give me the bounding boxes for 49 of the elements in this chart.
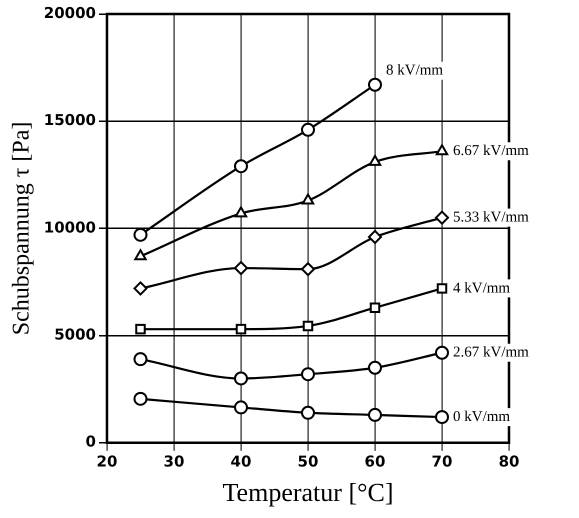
point xyxy=(236,324,246,334)
point xyxy=(234,371,248,386)
y-tick-label: 20000 xyxy=(44,4,96,22)
point xyxy=(368,78,382,92)
point xyxy=(135,324,146,334)
x-tick-label: 20 xyxy=(96,452,118,471)
series-label: 2.67 kV/mm xyxy=(452,344,530,361)
x-tick-label: 30 xyxy=(164,452,184,471)
point xyxy=(435,346,449,360)
x-tick-label: 70 xyxy=(432,452,452,471)
point xyxy=(370,302,380,313)
y-axis-title: Schubspannung τ [Pa] xyxy=(8,122,35,336)
y-tick-label: 15000 xyxy=(44,111,96,130)
point xyxy=(133,281,148,296)
point xyxy=(234,261,248,276)
x-tick-label: 40 xyxy=(230,452,252,471)
x-tick-label: 80 xyxy=(498,452,520,471)
point xyxy=(133,392,148,406)
y-tick-label: 0 xyxy=(86,432,96,451)
series-label: 6.67 kV/mm xyxy=(452,143,530,160)
y-tick-label: 5000 xyxy=(54,325,96,344)
y-tick-label: 10000 xyxy=(44,218,96,236)
point xyxy=(368,408,382,422)
point xyxy=(300,122,315,137)
point xyxy=(302,194,314,205)
point xyxy=(300,406,315,420)
point xyxy=(133,228,148,242)
point xyxy=(368,360,382,375)
x-tick-label: 50 xyxy=(298,452,318,471)
series-label: 8 kV/mm xyxy=(386,62,444,79)
series-label: 5.33 kV/mm xyxy=(452,210,530,226)
point xyxy=(234,206,248,218)
series-label: 4 kV/mm xyxy=(452,280,510,296)
point xyxy=(436,144,448,156)
point xyxy=(435,410,449,424)
point xyxy=(234,159,248,174)
point xyxy=(234,400,248,414)
point xyxy=(368,230,382,244)
point xyxy=(133,352,148,366)
point xyxy=(134,249,147,260)
point xyxy=(300,367,315,382)
point xyxy=(302,320,314,332)
series-label: 0 kV/mm xyxy=(452,409,510,426)
point xyxy=(435,210,449,225)
point xyxy=(368,154,382,166)
x-tick-label: 60 xyxy=(364,452,386,471)
x-axis-title: Temperatur [°C] xyxy=(222,478,394,508)
point xyxy=(436,283,448,294)
point xyxy=(300,262,315,276)
